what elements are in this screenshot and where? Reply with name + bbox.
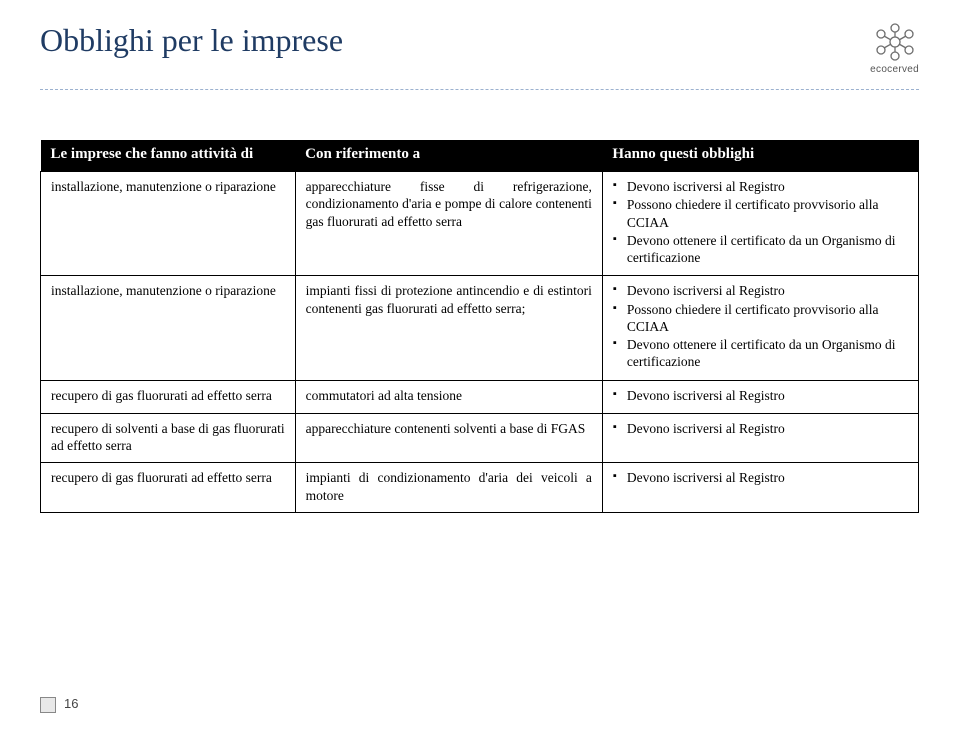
- table-row: recupero di gas fluorurati ad effetto se…: [41, 380, 919, 413]
- cell-reference: impianti di condizionamento d'aria dei v…: [295, 463, 602, 513]
- page-number: 16: [64, 696, 78, 711]
- cell-obligations: Devono iscriversi al Registro: [602, 463, 918, 513]
- cell-activity: recupero di gas fluorurati ad effetto se…: [41, 463, 296, 513]
- table-row: installazione, manutenzione o riparazion…: [41, 172, 919, 276]
- obligations-list: Devono iscriversi al Registro: [613, 420, 908, 437]
- obligation-item: Possono chiedere il certificato provviso…: [613, 196, 908, 231]
- obligations-list: Devono iscriversi al Registro Possono chi…: [613, 282, 908, 370]
- title-divider: [40, 89, 919, 90]
- logo-block: ecocerved: [870, 22, 919, 75]
- table-row: installazione, manutenzione o riparazion…: [41, 276, 919, 380]
- cell-obligations: Devono iscriversi al Registro Possono chi…: [602, 276, 918, 380]
- cell-obligations: Devono iscriversi al Registro: [602, 380, 918, 413]
- obligation-item: Possono chiedere il certificato provviso…: [613, 301, 908, 336]
- table-row: recupero di gas fluorurati ad effetto se…: [41, 463, 919, 513]
- cell-obligations: Devono iscriversi al RegistroPossono chi…: [602, 172, 918, 276]
- obligations-list: Devono iscriversi al Registro: [613, 387, 908, 404]
- obligations-list: Devono iscriversi al RegistroPossono chi…: [613, 178, 908, 266]
- obligations-table: Le imprese che fanno attività di Con rif…: [40, 140, 919, 513]
- obligation-item: Devono iscriversi al Registro: [613, 420, 908, 437]
- logo-brand-text: ecocerved: [870, 64, 919, 75]
- obligation-item: Devono iscriversi al Registro: [613, 387, 908, 404]
- cell-reference: apparecchiature fisse di refrigerazione,…: [295, 172, 602, 276]
- page-bullet-icon: [40, 697, 56, 713]
- table-row: recupero di solventi a base di gas fluor…: [41, 413, 919, 463]
- cell-reference: apparecchiature contenenti solventi a ba…: [295, 413, 602, 463]
- header-row: Obblighi per le imprese ecocerved: [40, 22, 919, 75]
- obligation-item: Devono iscriversi al Registro: [613, 469, 908, 486]
- cell-reference: impianti fissi di protezione antincendio…: [295, 276, 602, 380]
- cell-activity: recupero di solventi a base di gas fluor…: [41, 413, 296, 463]
- logo-icon: [873, 22, 917, 62]
- th-obligations: Hanno questi obblighi: [602, 140, 918, 172]
- obligation-item: Devono iscriversi al Registro: [613, 178, 908, 195]
- obligation-item: Devono ottenere il certificato da un Org…: [613, 336, 908, 371]
- page-title: Obblighi per le imprese: [40, 22, 343, 59]
- obligations-list: Devono iscriversi al Registro: [613, 469, 908, 486]
- cell-activity: installazione, manutenzione o riparazion…: [41, 172, 296, 276]
- th-activity: Le imprese che fanno attività di: [41, 140, 296, 172]
- cell-activity: recupero di gas fluorurati ad effetto se…: [41, 380, 296, 413]
- cell-reference: commutatori ad alta tensione: [295, 380, 602, 413]
- obligation-item: Devono ottenere il certificato da un Org…: [613, 232, 908, 267]
- cell-activity: installazione, manutenzione o riparazion…: [41, 276, 296, 380]
- obligation-item: Devono iscriversi al Registro: [613, 282, 908, 299]
- th-reference: Con riferimento a: [295, 140, 602, 172]
- table-header-row: Le imprese che fanno attività di Con rif…: [41, 140, 919, 172]
- cell-obligations: Devono iscriversi al Registro: [602, 413, 918, 463]
